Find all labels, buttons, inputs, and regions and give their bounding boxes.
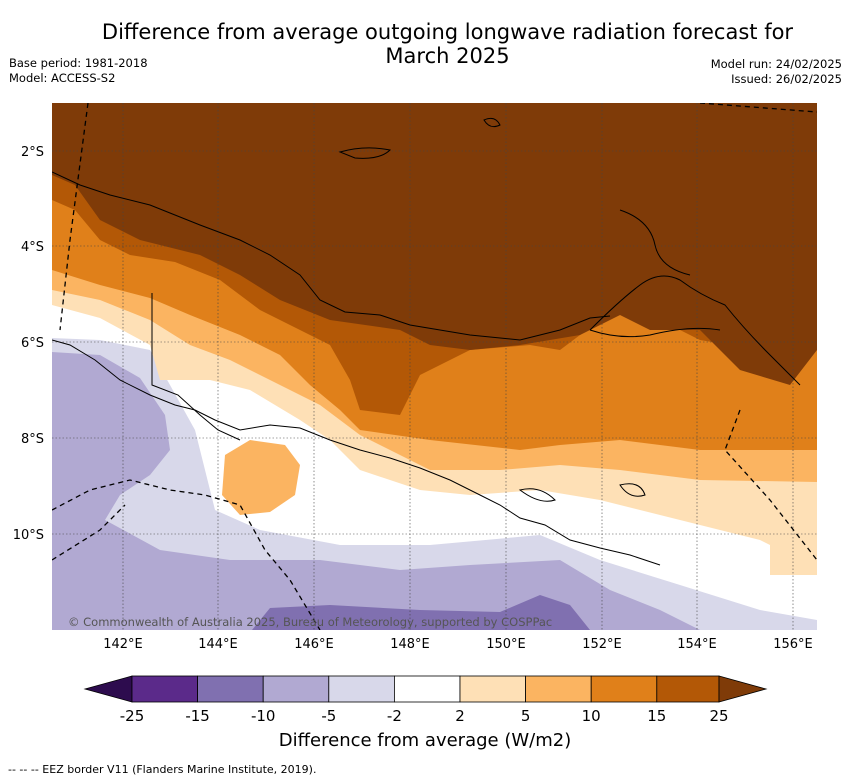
lon-label: 146°E [294, 637, 334, 652]
colorbar-tick: -15 [185, 707, 210, 725]
colorbar-segment [131, 675, 198, 703]
colorbar-tick: 25 [709, 707, 728, 725]
lon-label: 156°E [773, 637, 813, 652]
colorbar-segment [197, 675, 264, 703]
island-small-2 [619, 483, 646, 497]
colorbar-segment [393, 675, 461, 703]
contour-over-25 [52, 103, 817, 385]
issued-text: Issued: 26/02/2025 [731, 72, 842, 86]
lon-label: 150°E [486, 637, 526, 652]
contour-minus-10-to-minus-15 [252, 595, 590, 630]
base-period-text: Base period: 1981-2018 [9, 56, 148, 70]
model-text: Model: ACCESS-S2 [9, 71, 116, 85]
colorbar-segment [525, 675, 592, 703]
title-line-2: March 2025 [385, 44, 510, 68]
model-run-text: Model run: 24/02/2025 [710, 57, 842, 71]
colorbar-tick: 15 [647, 707, 666, 725]
map-title: Difference from average outgoing longwav… [90, 20, 805, 68]
meta-right: Model run: 24/02/2025 Issued: 26/02/2025 [711, 57, 842, 87]
new-guinea-south-coast [52, 339, 661, 566]
lat-labels: 2°S 4°S 6°S 8°S 10°S [13, 145, 44, 543]
colorbar-tick: -25 [120, 707, 145, 725]
colorbar: -25 -15 -10 -5 -2 2 5 10 15 25 [83, 675, 768, 725]
anomaly-field [52, 103, 817, 630]
colorbar-arrow-high [718, 675, 768, 703]
colorbar-tick: -5 [321, 707, 336, 725]
colorbar-tick: 5 [521, 707, 531, 725]
lon-label: 152°E [582, 637, 622, 652]
lon-label: 144°E [198, 637, 238, 652]
lon-labels: 142°E 144°E 146°E 148°E 150°E 152°E 154°… [103, 637, 813, 652]
contour-minus-5-to-minus-10 [52, 352, 700, 630]
new-britain [589, 275, 801, 386]
new-ireland [619, 209, 691, 276]
colorbar-segment [656, 675, 720, 703]
lon-label: 154°E [677, 637, 717, 652]
island-small-3 [518, 488, 556, 502]
lon-label: 148°E [390, 637, 430, 652]
lat-label: 4°S [21, 240, 44, 255]
lat-label: 6°S [21, 336, 44, 351]
meta-left: Base period: 1981-2018 Model: ACCESS-S2 [9, 56, 148, 86]
contour-minus-2-to-minus-5 [52, 338, 817, 630]
island-small-1 [483, 117, 501, 128]
colorbar-tick: -2 [387, 707, 402, 725]
colorbar-tick: -10 [251, 707, 276, 725]
lat-label: 2°S [21, 145, 44, 160]
graticule [52, 103, 817, 630]
colorbar-label: Difference from average (W/m2) [278, 730, 572, 751]
colorbar-segment [590, 675, 658, 703]
png-border [151, 293, 241, 441]
colorbar-tick: 2 [455, 707, 465, 725]
copyright-text: © Commonwealth of Australia 2025, Bureau… [68, 615, 552, 629]
lat-label: 10°S [13, 528, 44, 543]
new-guinea-north-coast [52, 171, 611, 341]
colorbar-segment [262, 675, 330, 703]
island-north [338, 147, 392, 159]
eez-legend: -- -- -- EEZ border V11 (Flanders Marine… [8, 763, 317, 776]
lat-label: 8°S [21, 432, 44, 447]
lon-label: 142°E [103, 637, 143, 652]
title-line-1: Difference from average outgoing longwav… [101, 20, 794, 44]
coastlines [52, 117, 801, 566]
colorbar-segment [459, 675, 526, 703]
eez-borders [52, 103, 817, 630]
colorbar-segment [328, 675, 395, 703]
colorbar-arrow-low [83, 675, 133, 703]
colorbar-tick: 10 [582, 707, 601, 725]
contour-5-to-10-island [222, 440, 300, 515]
